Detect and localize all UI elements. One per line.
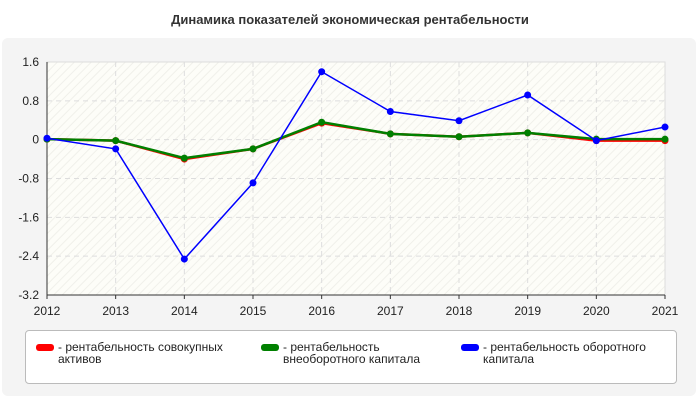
y-tick-label: 0.8: [22, 94, 39, 108]
series-line-2: [46, 70, 666, 261]
data-point-2: [318, 68, 326, 76]
y-tick-label: -2.4: [18, 249, 39, 263]
data-point-2: [524, 91, 532, 99]
legend-label: - рентабельность внеоборотного капитала: [283, 340, 420, 366]
y-tick-label: -0.8: [18, 172, 39, 186]
y-tick-label: -3.2: [18, 288, 39, 302]
x-tick-label: 2019: [514, 304, 541, 318]
legend-item-noncurrent-capital: - рентабельность внеоборотного капитала: [261, 341, 451, 365]
legend-item-working-capital: - рентабельность оборотного капитала: [461, 341, 671, 365]
series-line-1: [46, 120, 665, 160]
plot-area: 1.6 0.8 0 -0.8 -1.6 -2.4 -3.2 2012 2013 2014 2015 2…: [18, 55, 679, 318]
data-point-2: [180, 255, 188, 263]
data-point-2: [592, 137, 600, 145]
data-point-2: [661, 123, 669, 131]
x-tick-label: 2021: [652, 304, 679, 318]
legend-label: - рентабельность оборотного капитала: [483, 340, 646, 366]
x-tick-label: 2018: [446, 304, 473, 318]
legend-label: - рентабельность совокупных активов: [58, 340, 223, 366]
data-point-1: [455, 133, 463, 141]
data-point-2: [249, 179, 257, 187]
x-tick-label: 2012: [34, 304, 61, 318]
y-tick-label: 1.6: [22, 55, 39, 69]
data-point-1: [661, 135, 669, 143]
legend-swatch-green: [261, 344, 279, 351]
x-tick-label: 2016: [308, 304, 335, 318]
x-tick-label: 2014: [171, 304, 198, 318]
legend: - рентабельность совокупных активов - ре…: [25, 330, 677, 384]
data-point-1: [318, 118, 326, 126]
x-tick-label: 2015: [240, 304, 267, 318]
data-point-2: [43, 134, 51, 142]
legend-item-total-assets: - рентабельность совокупных активов: [36, 341, 251, 365]
data-point-1: [386, 130, 394, 138]
x-tick-label: 2013: [102, 304, 129, 318]
data-point-2: [386, 108, 394, 116]
legend-swatch-red: [36, 344, 54, 351]
y-tick-label: -1.6: [18, 210, 39, 224]
x-tick-label: 2020: [583, 304, 610, 318]
data-point-2: [112, 145, 120, 153]
data-point-1: [249, 145, 257, 153]
data-point-1: [524, 129, 532, 137]
chart-title: Динамика показателей экономическая рента…: [171, 12, 529, 27]
data-point-1: [180, 154, 188, 162]
y-tick-label: 0: [32, 133, 39, 147]
data-point-1: [112, 137, 120, 145]
data-point-2: [455, 117, 463, 125]
legend-swatch-blue: [461, 344, 479, 351]
x-tick-label: 2017: [377, 304, 404, 318]
